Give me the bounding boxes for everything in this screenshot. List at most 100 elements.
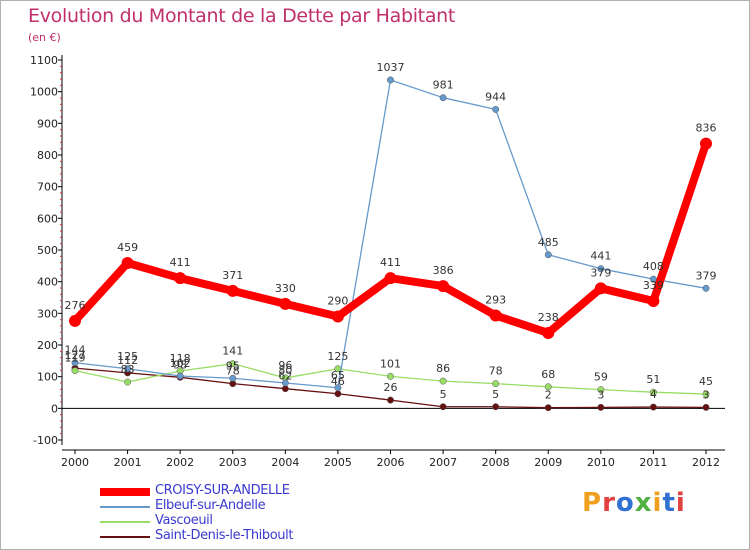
data-point: [439, 94, 447, 102]
data-label: 290: [327, 295, 348, 308]
data-label: 459: [117, 241, 138, 254]
data-point: [439, 403, 447, 411]
data-label: 125: [117, 350, 138, 363]
legend-label-elbeuf: Elbeuf-sur-Andelle: [155, 498, 266, 513]
data-point: [437, 280, 450, 293]
logo-letter: t: [662, 488, 676, 518]
data-point: [492, 403, 500, 411]
logo-letter: r: [602, 488, 616, 518]
data-label: 408: [643, 260, 664, 273]
logo-letter: i: [652, 488, 663, 518]
data-point: [281, 379, 289, 387]
data-point: [71, 367, 79, 375]
data-point: [176, 372, 184, 380]
y-tick-label: 400: [37, 276, 58, 289]
data-label: 65: [331, 369, 345, 382]
data-point: [69, 314, 81, 327]
legend-label-croisy: CROISY-SUR-ANDELLE: [155, 483, 290, 498]
legend-label-saint-denis: Saint-Denis-le-Thiboult: [155, 528, 294, 543]
data-label: 45: [699, 375, 713, 388]
data-point: [544, 251, 552, 259]
x-tick-label: 2002: [166, 456, 194, 469]
data-point: [384, 272, 397, 285]
x-tick-label: 2007: [429, 456, 457, 469]
data-label: 293: [485, 294, 506, 307]
data-label: 141: [222, 345, 243, 358]
data-label: 86: [436, 362, 450, 375]
y-tick-label: 500: [37, 244, 58, 257]
series-elbeuf-sur-andelle: [71, 76, 710, 392]
data-point: [124, 378, 132, 386]
legend-swatch-saint-denis: [100, 536, 150, 538]
data-label: 411: [170, 256, 191, 269]
data-label: 4: [650, 388, 657, 401]
x-tick-label: 2001: [114, 456, 142, 469]
data-label: 59: [594, 371, 608, 384]
data-label: 62: [278, 370, 292, 383]
data-point: [492, 380, 500, 388]
data-label: 836: [696, 122, 717, 135]
y-tick-label: 700: [37, 181, 58, 194]
y-tick-label: 100: [37, 371, 58, 384]
x-tick-label: 2005: [324, 456, 352, 469]
data-point: [702, 403, 710, 411]
y-tick-label: 900: [37, 117, 58, 130]
data-point: [226, 284, 239, 297]
data-label: 83: [121, 363, 135, 376]
proxiti-logo: Proxiti: [582, 488, 686, 518]
data-label: 1037: [377, 61, 405, 74]
data-label: 46: [331, 375, 345, 388]
logo-letter: o: [615, 488, 635, 518]
data-point: [121, 256, 134, 269]
legend-swatch-croisy: [100, 488, 150, 496]
y-tick-label: 200: [37, 339, 58, 352]
legend-swatch-vascoeuil: [100, 521, 150, 523]
data-point: [334, 390, 342, 398]
y-tick-label: -100: [33, 434, 58, 447]
y-tick-label: 1000: [30, 86, 58, 99]
y-tick-label: 800: [37, 149, 58, 162]
x-tick-label: 2004: [271, 456, 299, 469]
data-label: 441: [590, 250, 611, 263]
x-tick-label: 2011: [639, 456, 667, 469]
data-label: 981: [433, 79, 454, 92]
logo-letter: x: [634, 488, 653, 518]
data-label: 119: [65, 352, 86, 365]
data-point: [174, 272, 187, 285]
data-point: [334, 384, 342, 392]
data-point: [439, 377, 447, 385]
data-label: 3: [703, 388, 710, 401]
data-label: 371: [222, 269, 243, 282]
data-label: 101: [380, 357, 401, 370]
data-point: [331, 310, 344, 323]
data-label: 5: [492, 388, 499, 401]
chart-unit: (en €): [28, 31, 61, 44]
data-point: [387, 396, 394, 404]
data-label: 5: [440, 388, 447, 401]
series-layer: [69, 76, 712, 412]
data-point: [387, 372, 394, 380]
data-label: 485: [538, 236, 559, 249]
data-label: 330: [275, 282, 296, 295]
data-point: [279, 297, 292, 310]
y-tick-label: 300: [37, 307, 58, 320]
data-label: 78: [489, 365, 503, 378]
x-tick-label: 2006: [377, 456, 405, 469]
x-tick-label: 2010: [587, 456, 615, 469]
data-label: 51: [646, 373, 660, 386]
y-tick-label: 0: [51, 402, 58, 415]
logo-letter: P: [582, 488, 603, 518]
y-tick-label: 1100: [30, 54, 58, 67]
data-label: 339: [643, 279, 664, 292]
data-point: [387, 76, 394, 84]
data-point: [702, 390, 710, 398]
data-label: 102: [170, 357, 191, 370]
data-label: 238: [538, 311, 559, 324]
data-label: 78: [226, 365, 240, 378]
axes: -100 0 100 200 300 400 500 600 700 800 900 1000 1100…: [30, 54, 725, 469]
data-label: 944: [485, 90, 506, 103]
x-tick-label: 2000: [61, 456, 89, 469]
y-tick-label: 600: [37, 212, 58, 225]
